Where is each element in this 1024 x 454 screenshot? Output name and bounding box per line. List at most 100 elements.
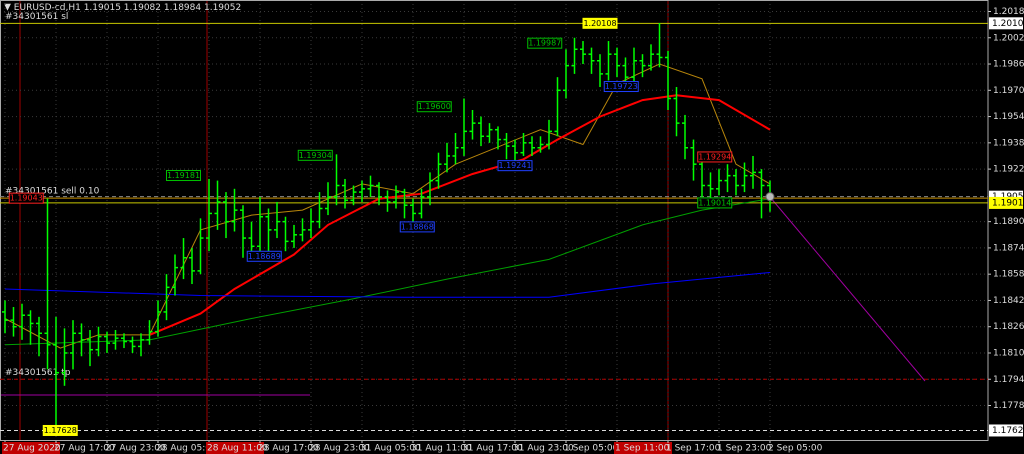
ohlc-bar bbox=[393, 185, 399, 209]
price-annotation-box bbox=[497, 160, 533, 172]
ohlc-bar bbox=[291, 224, 297, 248]
price-annotation: 1.19043 bbox=[10, 194, 43, 203]
price-annotation: 1.19304 bbox=[299, 151, 332, 160]
ohlc-bar bbox=[325, 182, 331, 216]
level-label: #34301561 sl bbox=[5, 12, 68, 22]
price-annotation-box bbox=[582, 17, 618, 29]
y-tick-label: 1.18580 bbox=[993, 270, 1024, 280]
low: 1.18984 bbox=[164, 3, 201, 13]
y-tick-label: 1.18420 bbox=[993, 296, 1024, 306]
level-label: #34301561 sell 0.10 bbox=[5, 187, 100, 197]
ohlc-bar bbox=[418, 188, 425, 219]
ohlc-bar bbox=[444, 142, 450, 173]
ohlc-bar bbox=[44, 198, 51, 370]
x-tick-label: 1 Sep 23:00 bbox=[717, 444, 772, 454]
ohlc-bar bbox=[189, 247, 195, 285]
y-tick-label: 1.17940 bbox=[993, 375, 1024, 385]
price-annotation-box bbox=[42, 424, 78, 436]
ohlc-bar bbox=[2, 300, 8, 334]
price-box bbox=[989, 424, 1023, 437]
ohlc-bar bbox=[214, 180, 221, 230]
price-annotation-box bbox=[697, 151, 733, 163]
header: ▼ EURUSD-cd,H1 1.19015 1.19082 1.18984 1… bbox=[4, 3, 241, 13]
ohlc-bar bbox=[537, 136, 544, 153]
ohlc-bar bbox=[257, 197, 263, 252]
ohlc-bar bbox=[155, 300, 161, 337]
price-annotation: 1.20108 bbox=[583, 19, 616, 28]
ohlc-bar bbox=[563, 49, 569, 99]
x-tick-label: 31 Aug 05:00 bbox=[360, 444, 421, 454]
y-tick-label: 1.19380 bbox=[993, 138, 1024, 148]
x-tick-label: 28 Aug 17:00 bbox=[258, 444, 319, 454]
x-tick-label: 28 Aug 23:00 bbox=[309, 444, 370, 454]
ohlc-bar bbox=[146, 320, 153, 345]
x-tick-label: 1 Sep 05:00 bbox=[564, 444, 619, 454]
ohlc-bar bbox=[665, 50, 671, 110]
ohlc-bar bbox=[435, 152, 442, 189]
ohlc-bar bbox=[554, 77, 561, 137]
x-tick-label: 1 Sep 11:00 bbox=[615, 444, 670, 454]
price-annotation-box bbox=[697, 197, 733, 209]
price-box-label: 1.19014 bbox=[992, 198, 1024, 208]
price-annotation-box bbox=[416, 101, 452, 113]
ohlc-bar bbox=[19, 303, 25, 340]
ohlc-bar bbox=[180, 238, 187, 280]
x-tick-label: 28 Aug 05:00 bbox=[156, 444, 217, 454]
ohlc-bar bbox=[359, 180, 365, 202]
y-tick-label: 1.17780 bbox=[993, 401, 1024, 411]
price-annotation-box bbox=[399, 221, 435, 233]
x-tick-label: 31 Aug 17:00 bbox=[462, 444, 523, 454]
ohlc-bar bbox=[70, 320, 76, 370]
y-tick-label: 1.19220 bbox=[993, 165, 1024, 175]
ohlc-bar bbox=[53, 316, 59, 431]
price-box bbox=[989, 196, 1023, 209]
ohlc-bar bbox=[206, 178, 212, 252]
price-annotation-box bbox=[8, 192, 44, 204]
ohlc-bar bbox=[197, 218, 204, 275]
ohlc-bar bbox=[129, 336, 136, 353]
ohlc-bar bbox=[639, 54, 646, 78]
ohlc-bar bbox=[401, 188, 408, 219]
ohlc-bar bbox=[486, 123, 493, 143]
ohlc-bar bbox=[690, 139, 697, 181]
ohlc-bar bbox=[78, 323, 85, 357]
x-tick-box bbox=[614, 442, 672, 454]
ohlc-bar bbox=[367, 175, 374, 198]
y-tick-label: 1.18900 bbox=[993, 217, 1024, 227]
y-tick-label: 1.18740 bbox=[993, 243, 1024, 253]
symbol: EURUSD-cd,H1 bbox=[14, 3, 81, 13]
ohlc-bar bbox=[223, 192, 229, 239]
ohlc-bar bbox=[138, 333, 144, 357]
price-annotation-box bbox=[246, 250, 282, 262]
ohlc-bar bbox=[240, 205, 246, 258]
ohlc-bar bbox=[163, 274, 170, 321]
price-annotation: 1.19294 bbox=[698, 152, 731, 161]
ohlc-bar bbox=[673, 87, 680, 137]
level-label: #34301561 tp bbox=[5, 368, 71, 378]
y-tick-label: 1.19540 bbox=[993, 112, 1024, 122]
price-box bbox=[989, 17, 1023, 30]
ohlc-bar bbox=[36, 316, 42, 357]
ohlc-bar bbox=[597, 54, 603, 88]
ohlc-bar bbox=[112, 330, 119, 350]
x-tick-box bbox=[206, 442, 264, 454]
ohlc-bar bbox=[512, 139, 518, 163]
trend-line bbox=[769, 196, 926, 382]
ohlc-bar bbox=[27, 310, 34, 345]
moving-average bbox=[4, 272, 771, 298]
x-tick-label: 31 Aug 23:00 bbox=[513, 444, 574, 454]
ohlc-bar bbox=[316, 192, 323, 229]
ohlc-bar bbox=[605, 41, 612, 81]
ohlc-bar bbox=[274, 201, 280, 239]
ohlc-bar bbox=[427, 172, 433, 206]
x-tick-label: 27 Aug 2020 bbox=[3, 444, 61, 454]
price-annotation: 1.18689 bbox=[248, 252, 281, 261]
plot-frame bbox=[0, 0, 989, 441]
ohlc-bar bbox=[469, 110, 476, 140]
ohlc-bar bbox=[376, 182, 382, 206]
ohlc-bar bbox=[724, 164, 731, 193]
price-annotation-box bbox=[603, 81, 639, 93]
